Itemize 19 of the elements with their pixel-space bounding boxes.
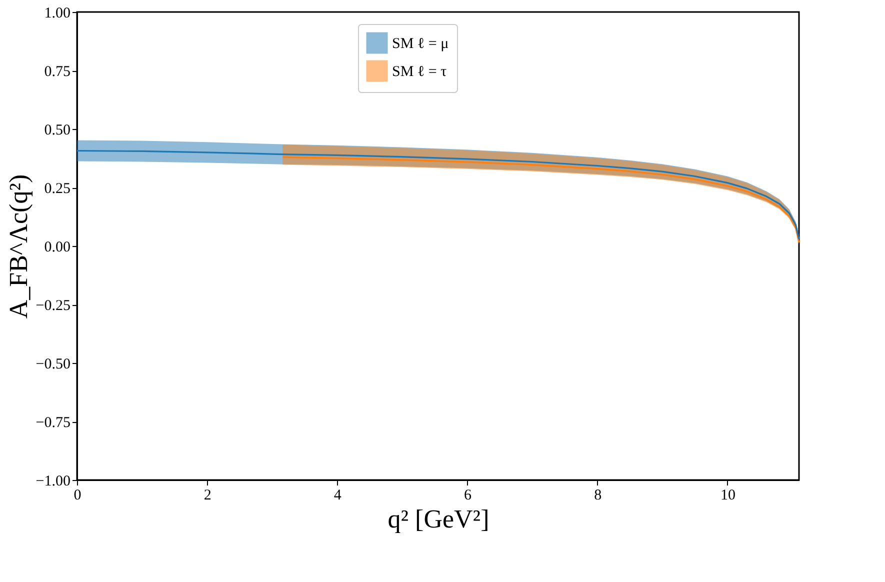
y-tick-label: 0.00 xyxy=(44,240,70,256)
x-tick-label: 4 xyxy=(334,488,342,504)
x-axis-title: q² [GeV²] xyxy=(388,504,490,534)
y-tick-label: 0.25 xyxy=(44,181,70,197)
x-tick-label: 0 xyxy=(74,488,82,504)
x-tick-label: 2 xyxy=(204,488,212,504)
x-tick-label: 8 xyxy=(594,488,602,504)
legend-label: SM ℓ = μ xyxy=(392,36,449,52)
y-tick-label: 0.50 xyxy=(44,122,70,138)
y-tick-label: −0.50 xyxy=(36,356,70,372)
y-tick-label: 0.75 xyxy=(44,64,70,80)
y-tick-label: −0.25 xyxy=(36,298,70,314)
y-tick-label: −1.00 xyxy=(36,474,70,490)
y-tick-label: −0.75 xyxy=(36,415,70,431)
legend-label: SM ℓ = τ xyxy=(392,64,447,80)
x-tick-label: 6 xyxy=(464,488,472,504)
x-tick-label: 10 xyxy=(720,488,736,504)
y-axis-title: A_FB^Λc(q²) xyxy=(4,174,33,319)
y-tick-label: 1.00 xyxy=(44,6,70,22)
